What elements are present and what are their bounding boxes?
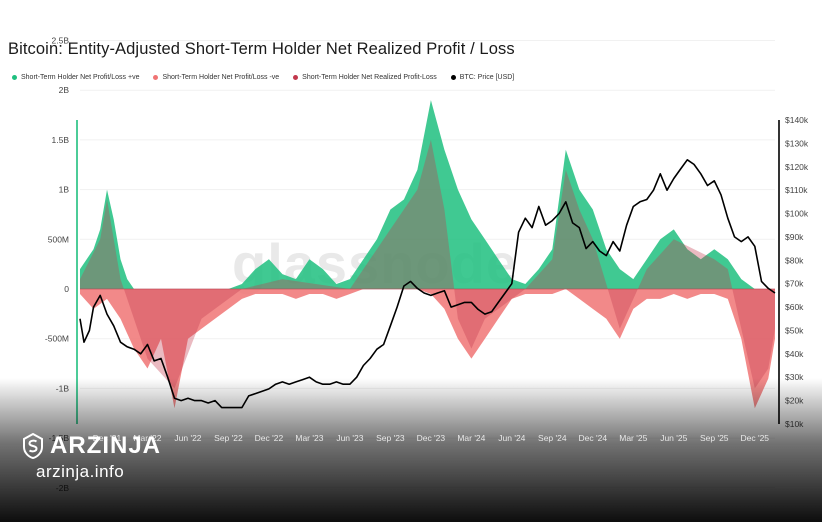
arzinja-logo-icon <box>23 433 43 459</box>
y-right-tick-label: $50k <box>785 325 804 335</box>
y-right-tick-label: $140k <box>785 115 809 125</box>
x-tick-label: Jun '24 <box>498 433 525 443</box>
series-negative-area <box>80 289 775 409</box>
legend-label-price: BTC: Price [USD] <box>459 74 515 81</box>
x-tick-label: Dec '24 <box>579 433 608 443</box>
legend-label-positive: Short-Term Holder Net Profit/Loss +ve <box>21 74 140 81</box>
x-tick-label: Mar '23 <box>295 433 323 443</box>
x-tick-label: Mar '24 <box>457 433 485 443</box>
y-left-tick-label: 1.5B <box>52 135 70 145</box>
legend-label-negative: Short-Term Holder Net Profit/Loss -ve <box>162 74 280 81</box>
legend-item-price[interactable]: BTC: Price [USD] <box>450 74 515 81</box>
legend-item-net[interactable]: Short-Term Holder Net Realized Profit-Lo… <box>293 74 437 81</box>
x-tick-label: Jun '22 <box>174 433 201 443</box>
x-tick-label: Sep '25 <box>700 433 729 443</box>
x-tick-label: Sep '22 <box>214 433 243 443</box>
x-tick-label: Dec '25 <box>740 433 769 443</box>
brand-url: arzinja.info <box>36 462 125 481</box>
bottom-fade-overlay <box>0 378 822 522</box>
series-net-area <box>80 139 775 389</box>
y-right-tick-label: $120k <box>785 162 809 172</box>
legend-dot-net <box>293 75 299 80</box>
brand-block: ARZINJA arzinja.info <box>22 432 161 482</box>
x-tick-label: Dec '23 <box>417 433 446 443</box>
y-left-tick-label: 2B <box>59 85 70 95</box>
y-right-tick-label: $30k <box>785 372 804 382</box>
legend-dot-price <box>450 75 456 80</box>
y-right-tick-label: $80k <box>785 255 804 265</box>
y-left-tick-label: 2.5B <box>52 36 70 46</box>
legend-dot-negative <box>153 75 159 80</box>
legend-item-negative[interactable]: Short-Term Holder Net Profit/Loss -ve <box>153 74 279 81</box>
y-right-tick-label: $70k <box>785 279 804 289</box>
x-tick-label: Dec '21 <box>93 433 122 443</box>
series-positive-area <box>80 100 775 289</box>
y-right-tick-label: $130k <box>785 138 809 148</box>
x-tick-label: Dec '22 <box>255 433 284 443</box>
x-tick-label: Jun '23 <box>336 433 363 443</box>
x-tick-label: Sep '23 <box>376 433 405 443</box>
y-right-tick-label: $100k <box>785 209 809 219</box>
x-tick-label: Jun '25 <box>660 433 687 443</box>
x-tick-label: Sep '24 <box>538 433 567 443</box>
y-left-tick-label: -500M <box>45 334 69 344</box>
x-tick-label: Mar '22 <box>133 433 161 443</box>
y-left-tick-label: 0 <box>64 284 69 294</box>
chart-title: Bitcoin: Entity-Adjusted Short-Term Hold… <box>8 40 515 58</box>
y-left-tick-label: 1B <box>59 185 70 195</box>
y-left-tick-label: 500M <box>48 234 69 244</box>
y-right-tick-label: $40k <box>785 349 804 359</box>
y-right-tick-label: $110k <box>785 185 808 195</box>
brand-name: ARZINJA <box>50 432 162 459</box>
y-right-tick-label: $90k <box>785 232 804 242</box>
chart-legend: Short-Term Holder Net Profit/Loss +ve Sh… <box>12 74 514 81</box>
y-right-tick-label: $60k <box>785 302 804 312</box>
legend-item-positive[interactable]: Short-Term Holder Net Profit/Loss +ve <box>12 74 139 81</box>
x-tick-label: Mar '25 <box>619 433 647 443</box>
legend-label-net: Short-Term Holder Net Realized Profit-Lo… <box>302 74 437 81</box>
legend-dot-positive <box>12 75 17 80</box>
